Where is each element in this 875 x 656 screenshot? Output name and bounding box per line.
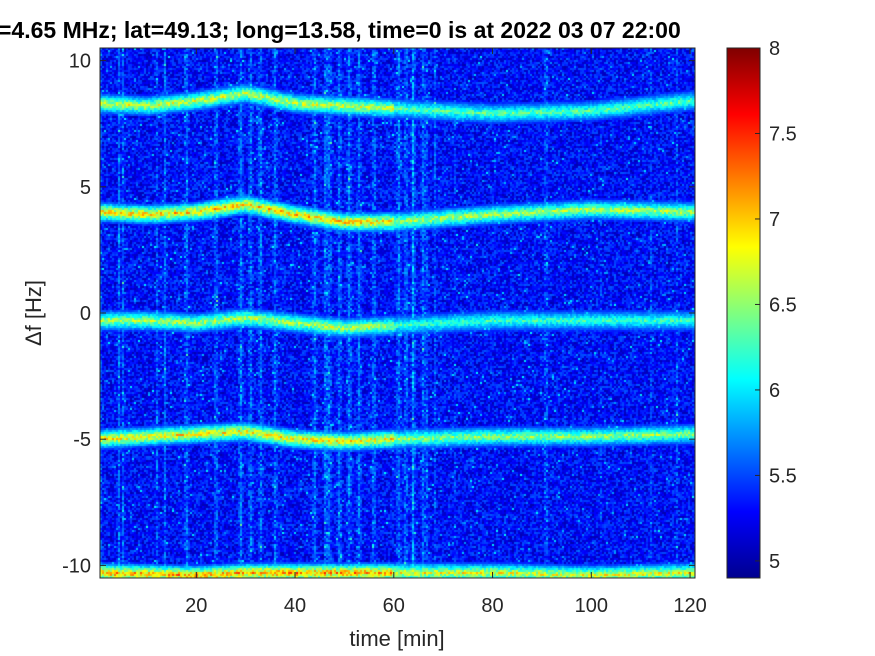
y-tick-label: 10	[69, 51, 91, 73]
x-tick-label: 40	[284, 595, 306, 617]
y-axis-label: Δf [Hz]	[21, 280, 46, 346]
chart-title: =4.65 MHz; lat=49.13; long=13.58, time=0…	[0, 17, 681, 43]
colorbar-tick-label: 8	[769, 38, 780, 60]
y-tick-label: -10	[62, 555, 91, 577]
x-tick-label: 120	[673, 595, 706, 617]
colorbar-tick-label: 6	[769, 380, 780, 402]
x-axis: 20 40 60 80 100 120	[185, 48, 707, 617]
colorbar-tick-label: 7	[769, 209, 780, 231]
y-axis: -10 -5 0 5 10	[62, 51, 695, 577]
x-tick-label: 60	[383, 595, 405, 617]
colorbar: 5 5.5 6 6.5 7 7.5 8	[726, 38, 797, 579]
x-tick-label: 100	[575, 595, 608, 617]
heatmap-raster	[100, 48, 695, 578]
x-tick-label: 80	[481, 595, 503, 617]
x-tick-label: 20	[185, 595, 207, 617]
x-axis-label: time [min]	[349, 626, 444, 651]
colorbar-tick-label: 6.5	[769, 294, 797, 316]
colorbar-tick-label: 5.5	[769, 465, 797, 487]
y-tick-label: -5	[73, 429, 91, 451]
y-tick-label: 0	[80, 303, 91, 325]
heatmap-raster-container	[100, 48, 695, 578]
y-tick-label: 5	[80, 177, 91, 199]
colorbar-gradient	[726, 47, 761, 579]
plot-area	[99, 47, 696, 579]
colorbar-ticks: 5 5.5 6 6.5 7 7.5 8	[755, 38, 797, 573]
colorbar-tick-label: 5	[769, 551, 780, 573]
colorbar-tick-label: 7.5	[769, 123, 797, 145]
